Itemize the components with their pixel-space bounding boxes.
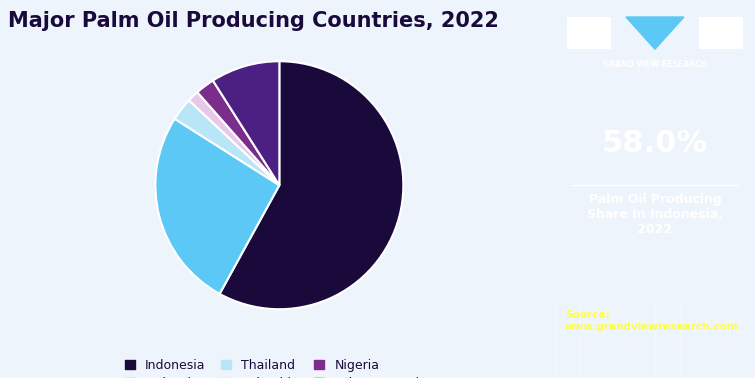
Text: GRAND VIEW RESEARCH: GRAND VIEW RESEARCH	[603, 60, 707, 70]
FancyBboxPatch shape	[699, 17, 743, 49]
Polygon shape	[626, 17, 684, 49]
Wedge shape	[197, 81, 279, 185]
Wedge shape	[220, 61, 403, 309]
FancyBboxPatch shape	[567, 17, 611, 49]
Text: Palm Oil Producing
Share In Indonesia,
2022: Palm Oil Producing Share In Indonesia, 2…	[587, 193, 723, 236]
Wedge shape	[156, 119, 279, 294]
Wedge shape	[174, 100, 279, 185]
Text: Major Palm Oil Producing Countries, 2022: Major Palm Oil Producing Countries, 2022	[8, 11, 498, 31]
Legend: Indonesia, Malaysia, Thailand, Colombia, Nigeria, Other Countries: Indonesia, Malaysia, Thailand, Colombia,…	[119, 352, 440, 378]
Text: 58.0%: 58.0%	[602, 129, 708, 158]
Text: Source:
www.grandviewresearch.com: Source: www.grandviewresearch.com	[565, 310, 738, 332]
Wedge shape	[213, 61, 279, 185]
Wedge shape	[189, 92, 279, 185]
